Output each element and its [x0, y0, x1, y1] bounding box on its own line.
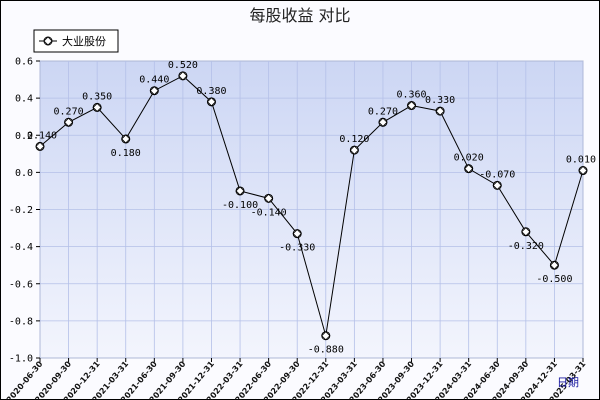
data-point	[435, 106, 445, 116]
data-label: 0.010	[566, 155, 596, 166]
data-label: 0.380	[196, 86, 226, 97]
data-point	[92, 102, 102, 112]
data-label: -0.500	[536, 274, 572, 285]
y-tick-label: -0.6	[9, 279, 33, 290]
data-label: 0.350	[82, 91, 112, 102]
data-point	[206, 97, 217, 107]
data-label: -0.100	[222, 200, 258, 211]
data-label: 0.140	[27, 130, 57, 141]
data-label: 0.120	[339, 134, 369, 145]
y-tick-label: -0.4	[9, 242, 33, 253]
legend: 大业股份	[33, 29, 119, 53]
data-label: -0.330	[279, 243, 315, 254]
data-label: 0.180	[111, 148, 141, 159]
data-point	[578, 165, 588, 176]
data-label: 0.330	[425, 95, 455, 106]
data-label: -0.140	[251, 207, 287, 218]
data-point	[35, 141, 45, 151]
series-line	[39, 75, 584, 336]
y-tick-label: 0.2	[15, 131, 33, 142]
y-tick-label: 0.0	[15, 168, 33, 179]
y-tick-label: -1.0	[9, 354, 33, 365]
data-point	[549, 260, 559, 270]
data-label: 0.440	[139, 75, 169, 86]
data-point	[378, 117, 388, 127]
data-point	[492, 180, 502, 190]
data-label: -0.070	[479, 169, 515, 180]
series-eps: 0.140 0.270 0.350 0.180 0.440 0.520 0.380 -0.10…	[27, 60, 596, 356]
data-point	[235, 186, 245, 196]
chart-title: 每股收益 对比	[249, 6, 350, 25]
data-point	[121, 134, 131, 144]
data-point	[521, 227, 531, 237]
data-point	[64, 117, 74, 127]
x-axis-unit-label: 日期	[557, 376, 579, 389]
y-tick-label: -0.2	[9, 205, 33, 216]
y-tick-label: 0.6	[15, 57, 33, 68]
data-label: -0.880	[308, 345, 344, 356]
y-tick-label: 0.4	[15, 94, 33, 105]
data-label: 0.020	[454, 153, 484, 164]
x-axis: 2020-06-302020-09-302020-12-312021-03-31…	[5, 358, 588, 400]
data-point	[406, 100, 417, 111]
data-point	[292, 229, 302, 239]
data-point	[464, 164, 474, 174]
y-axis: 0.6 0.4 0.2 0.0 -0.2 -0.4 -0.6 -0.8 -1.0	[9, 57, 40, 365]
data-label: 0.520	[168, 60, 198, 71]
data-label: 0.270	[54, 106, 84, 117]
data-point	[321, 331, 331, 341]
data-point	[149, 86, 159, 96]
data-label: 0.270	[368, 106, 398, 117]
data-label: -0.320	[508, 241, 544, 252]
grid-lines	[39, 60, 584, 359]
data-point	[349, 145, 359, 155]
legend-marker-icon	[43, 36, 53, 46]
legend-label: 大业股份	[62, 34, 106, 48]
y-tick-label: -0.8	[9, 316, 33, 327]
data-point	[264, 193, 274, 203]
data-point	[178, 71, 188, 81]
data-label: 0.360	[396, 90, 426, 101]
